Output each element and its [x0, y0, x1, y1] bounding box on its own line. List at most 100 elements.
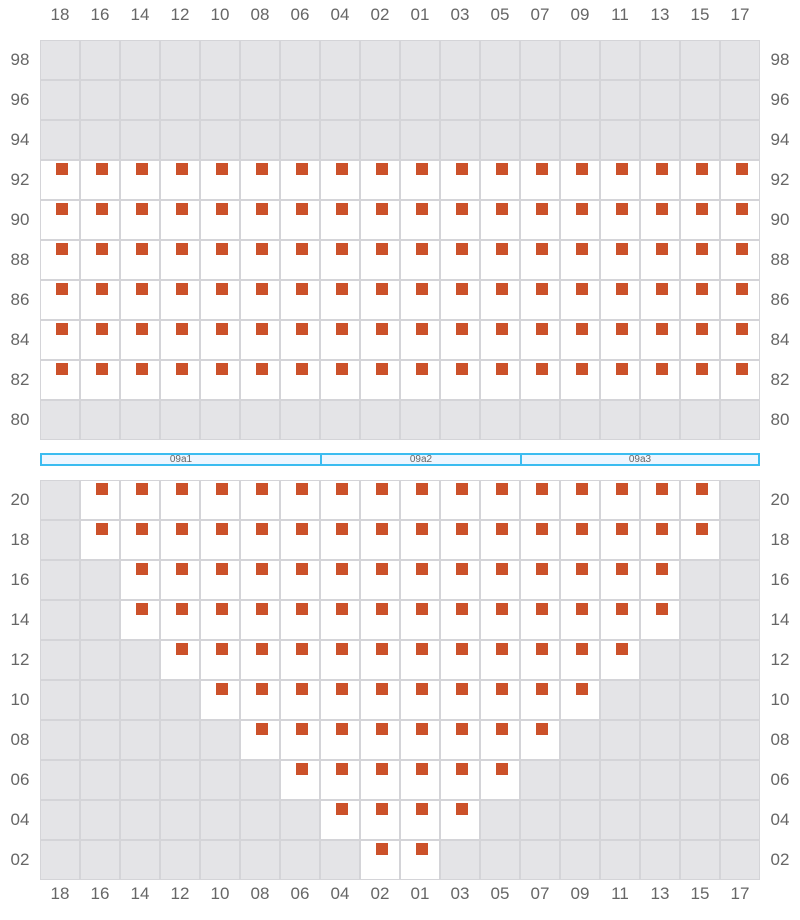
seat-16-12[interactable]: [176, 563, 188, 575]
seat-84-12[interactable]: [176, 323, 188, 335]
seat-86-12[interactable]: [176, 283, 188, 295]
seat-92-08[interactable]: [256, 163, 268, 175]
seat-14-07[interactable]: [536, 603, 548, 615]
seat-86-08[interactable]: [256, 283, 268, 295]
seat-12-10[interactable]: [216, 643, 228, 655]
seat-84-18[interactable]: [56, 323, 68, 335]
seat-88-01[interactable]: [416, 243, 428, 255]
seat-90-05[interactable]: [496, 203, 508, 215]
seat-92-10[interactable]: [216, 163, 228, 175]
seat-88-16[interactable]: [96, 243, 108, 255]
seat-92-12[interactable]: [176, 163, 188, 175]
seat-16-13[interactable]: [656, 563, 668, 575]
seat-82-16[interactable]: [96, 363, 108, 375]
seat-90-15[interactable]: [696, 203, 708, 215]
seat-14-03[interactable]: [456, 603, 468, 615]
seat-18-16[interactable]: [96, 523, 108, 535]
seat-20-10[interactable]: [216, 483, 228, 495]
seat-04-04[interactable]: [336, 803, 348, 815]
seat-88-09[interactable]: [576, 243, 588, 255]
seat-12-08[interactable]: [256, 643, 268, 655]
seat-18-07[interactable]: [536, 523, 548, 535]
seat-84-02[interactable]: [376, 323, 388, 335]
seat-82-10[interactable]: [216, 363, 228, 375]
seat-20-05[interactable]: [496, 483, 508, 495]
seat-88-08[interactable]: [256, 243, 268, 255]
seat-88-03[interactable]: [456, 243, 468, 255]
seat-88-17[interactable]: [736, 243, 748, 255]
seat-82-01[interactable]: [416, 363, 428, 375]
seat-06-05[interactable]: [496, 763, 508, 775]
seat-86-04[interactable]: [336, 283, 348, 295]
seat-88-12[interactable]: [176, 243, 188, 255]
seat-08-02[interactable]: [376, 723, 388, 735]
seat-84-07[interactable]: [536, 323, 548, 335]
seat-14-01[interactable]: [416, 603, 428, 615]
seat-82-12[interactable]: [176, 363, 188, 375]
seat-18-14[interactable]: [136, 523, 148, 535]
seat-14-06[interactable]: [296, 603, 308, 615]
seat-92-07[interactable]: [536, 163, 548, 175]
seat-90-12[interactable]: [176, 203, 188, 215]
seat-92-17[interactable]: [736, 163, 748, 175]
seat-14-05[interactable]: [496, 603, 508, 615]
seat-08-04[interactable]: [336, 723, 348, 735]
seat-92-09[interactable]: [576, 163, 588, 175]
seat-92-11[interactable]: [616, 163, 628, 175]
zone-09a1[interactable]: 09a1: [40, 453, 322, 466]
seat-16-14[interactable]: [136, 563, 148, 575]
seat-20-15[interactable]: [696, 483, 708, 495]
seat-14-14[interactable]: [136, 603, 148, 615]
seat-14-08[interactable]: [256, 603, 268, 615]
seat-20-14[interactable]: [136, 483, 148, 495]
seat-82-06[interactable]: [296, 363, 308, 375]
seat-20-09[interactable]: [576, 483, 588, 495]
seat-04-01[interactable]: [416, 803, 428, 815]
seat-90-13[interactable]: [656, 203, 668, 215]
seat-90-02[interactable]: [376, 203, 388, 215]
seat-16-08[interactable]: [256, 563, 268, 575]
seat-84-03[interactable]: [456, 323, 468, 335]
seat-06-03[interactable]: [456, 763, 468, 775]
seat-88-14[interactable]: [136, 243, 148, 255]
seat-16-05[interactable]: [496, 563, 508, 575]
seat-16-01[interactable]: [416, 563, 428, 575]
seat-84-16[interactable]: [96, 323, 108, 335]
seat-86-07[interactable]: [536, 283, 548, 295]
seat-16-06[interactable]: [296, 563, 308, 575]
seat-84-13[interactable]: [656, 323, 668, 335]
seat-84-06[interactable]: [296, 323, 308, 335]
seat-10-08[interactable]: [256, 683, 268, 695]
seat-20-01[interactable]: [416, 483, 428, 495]
seat-10-05[interactable]: [496, 683, 508, 695]
seat-18-03[interactable]: [456, 523, 468, 535]
seat-20-13[interactable]: [656, 483, 668, 495]
seat-82-14[interactable]: [136, 363, 148, 375]
seat-10-04[interactable]: [336, 683, 348, 695]
seat-82-03[interactable]: [456, 363, 468, 375]
seat-14-04[interactable]: [336, 603, 348, 615]
seat-10-06[interactable]: [296, 683, 308, 695]
seat-18-05[interactable]: [496, 523, 508, 535]
seat-86-05[interactable]: [496, 283, 508, 295]
seat-90-18[interactable]: [56, 203, 68, 215]
seat-18-08[interactable]: [256, 523, 268, 535]
seat-14-13[interactable]: [656, 603, 668, 615]
seat-82-17[interactable]: [736, 363, 748, 375]
seat-14-02[interactable]: [376, 603, 388, 615]
seat-16-07[interactable]: [536, 563, 548, 575]
seat-84-10[interactable]: [216, 323, 228, 335]
seat-06-01[interactable]: [416, 763, 428, 775]
seat-82-13[interactable]: [656, 363, 668, 375]
seat-84-01[interactable]: [416, 323, 428, 335]
seat-92-05[interactable]: [496, 163, 508, 175]
seat-18-01[interactable]: [416, 523, 428, 535]
seat-10-07[interactable]: [536, 683, 548, 695]
seat-18-11[interactable]: [616, 523, 628, 535]
seat-88-04[interactable]: [336, 243, 348, 255]
seat-08-03[interactable]: [456, 723, 468, 735]
seat-90-11[interactable]: [616, 203, 628, 215]
seat-86-10[interactable]: [216, 283, 228, 295]
seat-18-09[interactable]: [576, 523, 588, 535]
seat-82-07[interactable]: [536, 363, 548, 375]
